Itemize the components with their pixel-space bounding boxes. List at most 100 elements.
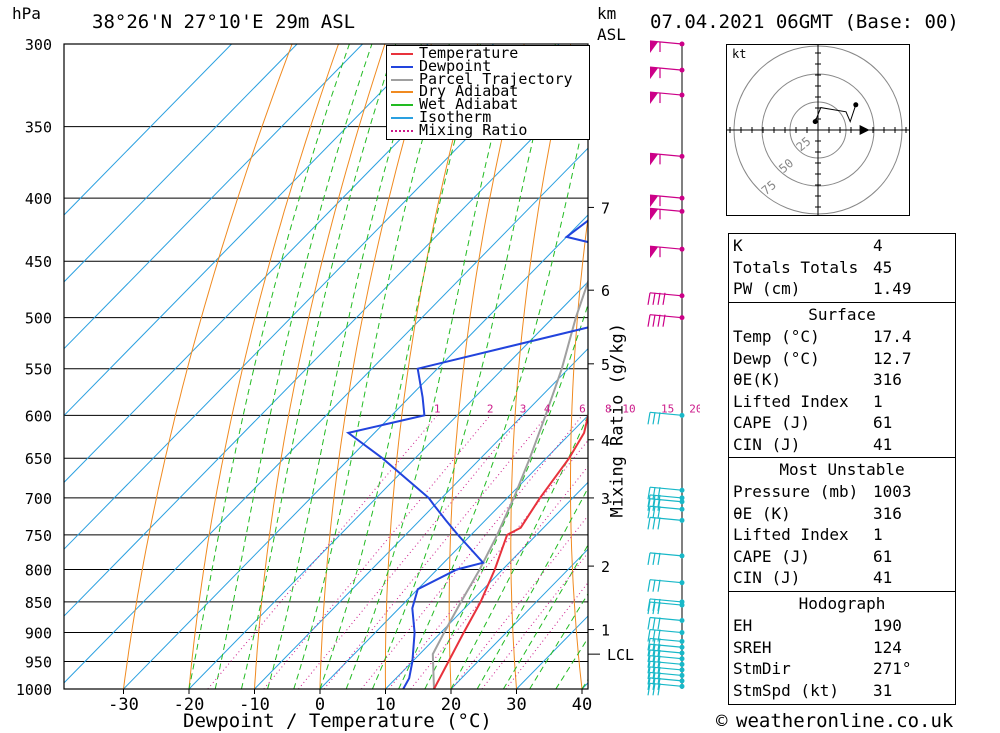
- legend-item: Dewpoint: [389, 58, 587, 73]
- wind-barb: [649, 40, 685, 53]
- table-key: CAPE (J): [733, 413, 811, 432]
- legend: Temperature Dewpoint Parcel Trajectory Dry …: [386, 45, 590, 140]
- legend-swatch: [391, 117, 413, 119]
- wind-barb: [649, 207, 685, 221]
- mixing-ratio-line: [410, 465, 588, 689]
- wet-adiabat-line: [188, 44, 350, 689]
- table-value: 316: [873, 370, 902, 389]
- x-tick-label: -10: [239, 695, 270, 715]
- dewpoint-line: [345, 219, 588, 689]
- isotherm-line: [319, 414, 588, 689]
- most-unstable-row: CIN (J) 41: [729, 568, 955, 589]
- legend-swatch: [391, 104, 413, 107]
- table-value: 1003: [873, 482, 912, 501]
- table-value: 1.49: [873, 279, 912, 298]
- pressure-tick-label: 800: [25, 561, 52, 579]
- pressure-tick-label: 850: [25, 594, 52, 612]
- table-key: θE (K): [733, 503, 791, 523]
- surface-row: Temp (°C) 17.4: [729, 327, 955, 348]
- wet-adiabat-line: [214, 44, 373, 689]
- pressure-tick-label: 600: [25, 407, 52, 425]
- wind-barb: [647, 601, 685, 615]
- mixing-ratio-label: 8: [605, 402, 612, 415]
- pressure-tick-label: 650: [25, 450, 52, 468]
- surface-row: θE(K) 316: [729, 370, 955, 391]
- x-tick-label: 20: [441, 695, 461, 715]
- km-tick-label: 5: [601, 356, 610, 374]
- mixing-ratio-line: [298, 414, 524, 689]
- most-unstable-row: CAPE (J) 61: [729, 547, 955, 568]
- isotherm-line: [64, 44, 232, 216]
- table-key: K: [733, 236, 743, 255]
- isotherm-line: [64, 44, 363, 350]
- table-key: PW (cm): [733, 279, 801, 298]
- legend-label: Parcel Trajectory: [419, 69, 573, 88]
- x-tick-label: -20: [174, 695, 205, 715]
- most-unstable-row: θE (K) 316: [729, 504, 955, 525]
- pressure-tick-label: 500: [25, 310, 52, 328]
- surface-row: Lifted Index 1: [729, 392, 955, 413]
- table-key: Pressure (mb): [733, 482, 859, 501]
- mixing-ratio-line: [451, 514, 588, 689]
- asl-label: ASL: [597, 25, 626, 44]
- surface-row: CAPE (J) 61: [729, 413, 955, 434]
- isotherm-line: [64, 147, 588, 684]
- pressure-tick-label: 300: [25, 36, 52, 54]
- wind-barb: [649, 245, 685, 259]
- wind-barb: [647, 494, 685, 508]
- pressure-tick-label: 1000: [16, 681, 52, 699]
- hodograph-table: Hodograph EH 190 SREH 124 StmDir 271° StmSpd (…: [728, 591, 956, 705]
- temperature-line: [433, 412, 588, 689]
- skew-t-chart: 3003504004505005506006507007508008509009…: [16, 36, 700, 715]
- pressure-tick-label: 450: [25, 253, 52, 271]
- table-value: 12.7: [873, 348, 912, 368]
- most-unstable-row: Lifted Index 1: [729, 525, 955, 546]
- hodograph-row: StmSpd (kt) 31: [729, 681, 955, 702]
- legend-item: Parcel Trajectory: [389, 69, 587, 88]
- legend-swatch: [391, 91, 413, 94]
- table-key: CIN (J): [733, 434, 801, 454]
- table-value: 124: [873, 637, 902, 657]
- plot-frame: [63, 43, 589, 690]
- wind-barb: [647, 292, 685, 305]
- wind-barb: [647, 516, 685, 530]
- parcel-trajectory-line: [431, 278, 588, 689]
- wind-barb: [647, 579, 685, 592]
- copyright-icon: ©: [716, 710, 728, 732]
- isotherm-line: [64, 44, 429, 417]
- table-value: 1: [873, 525, 883, 544]
- hodograph-title: Hodograph: [798, 594, 886, 613]
- dry-adiabat-line: [448, 44, 525, 689]
- dry-adiabat-line: [123, 44, 293, 689]
- legend-label: Mixing Ratio: [419, 120, 528, 139]
- table-value: 45: [873, 257, 893, 277]
- table-key: EH: [733, 616, 753, 635]
- table-value: 41: [873, 434, 893, 454]
- x-axis-title: Dewpoint / Temperature (°C): [183, 710, 492, 732]
- dry-adiabat-line: [384, 44, 479, 689]
- isotherm-line: [450, 548, 588, 689]
- surface-row: CIN (J) 41: [729, 435, 955, 456]
- pressure-tick-label: 750: [25, 527, 52, 545]
- km-tick-label: 2: [601, 558, 610, 576]
- wet-adiabat-line: [319, 44, 481, 689]
- site-link[interactable]: weatheronline.co.uk: [736, 710, 954, 732]
- wind-barb: [647, 411, 685, 425]
- pressure-tick-label: 350: [25, 119, 52, 137]
- wind-barb: [649, 152, 685, 166]
- hodograph-start-point: [812, 119, 818, 125]
- legend-label: Isotherm: [419, 108, 492, 126]
- legend-item: Dry Adiabat: [389, 84, 587, 99]
- dry-adiabat-line: [510, 44, 572, 689]
- wet-adiabat-line: [424, 303, 588, 689]
- wind-barb: [649, 194, 685, 208]
- mixing-ratio-line: [323, 414, 548, 689]
- hodograph-unit-label: kt: [732, 47, 746, 61]
- hodograph-row: SREH 124: [729, 638, 955, 659]
- mixing-ratio-line: [207, 414, 438, 689]
- wet-adiabat-line: [267, 44, 422, 689]
- hodograph-trace: [814, 104, 857, 124]
- isotherm-line: [64, 44, 494, 484]
